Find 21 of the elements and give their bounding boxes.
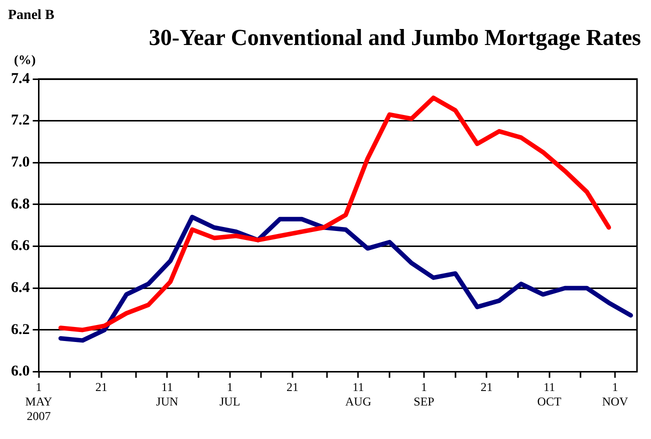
y-tick-label: 7.2 bbox=[11, 112, 30, 129]
x-tick-label: 1 NOV bbox=[602, 380, 628, 409]
chart-title: 30-Year Conventional and Jumbo Mortgage Rates bbox=[148, 24, 642, 52]
text: Panel B bbox=[8, 8, 56, 24]
y-tick-label: 7.4 bbox=[11, 70, 30, 87]
x-tick-label: 11 JUN bbox=[156, 380, 178, 409]
y-tick-label: 6.2 bbox=[11, 322, 30, 338]
x-tick-label: 11 OCT bbox=[537, 380, 562, 409]
y-tick-label: 6.6 bbox=[11, 238, 30, 254]
y-tick-label: 7.0 bbox=[11, 154, 30, 171]
x-tick-label: 21 bbox=[95, 380, 108, 394]
y-tick-label: 6.4 bbox=[11, 280, 30, 296]
x-tick-label: 21 bbox=[480, 380, 493, 394]
x-tick-label: 21 bbox=[286, 380, 298, 394]
x-tick-label: 11 AUG bbox=[345, 380, 372, 409]
x-tick-label: 1 MAY 2007 bbox=[25, 380, 53, 423]
y-axis-title: (%) bbox=[13, 52, 37, 67]
y-tick-label: 6.0 bbox=[11, 364, 30, 380]
x-tick-label: 1 JUL bbox=[219, 380, 240, 409]
y-tick-label: 6.8 bbox=[11, 196, 30, 212]
x-tick-label: 1 SEP bbox=[414, 380, 435, 409]
